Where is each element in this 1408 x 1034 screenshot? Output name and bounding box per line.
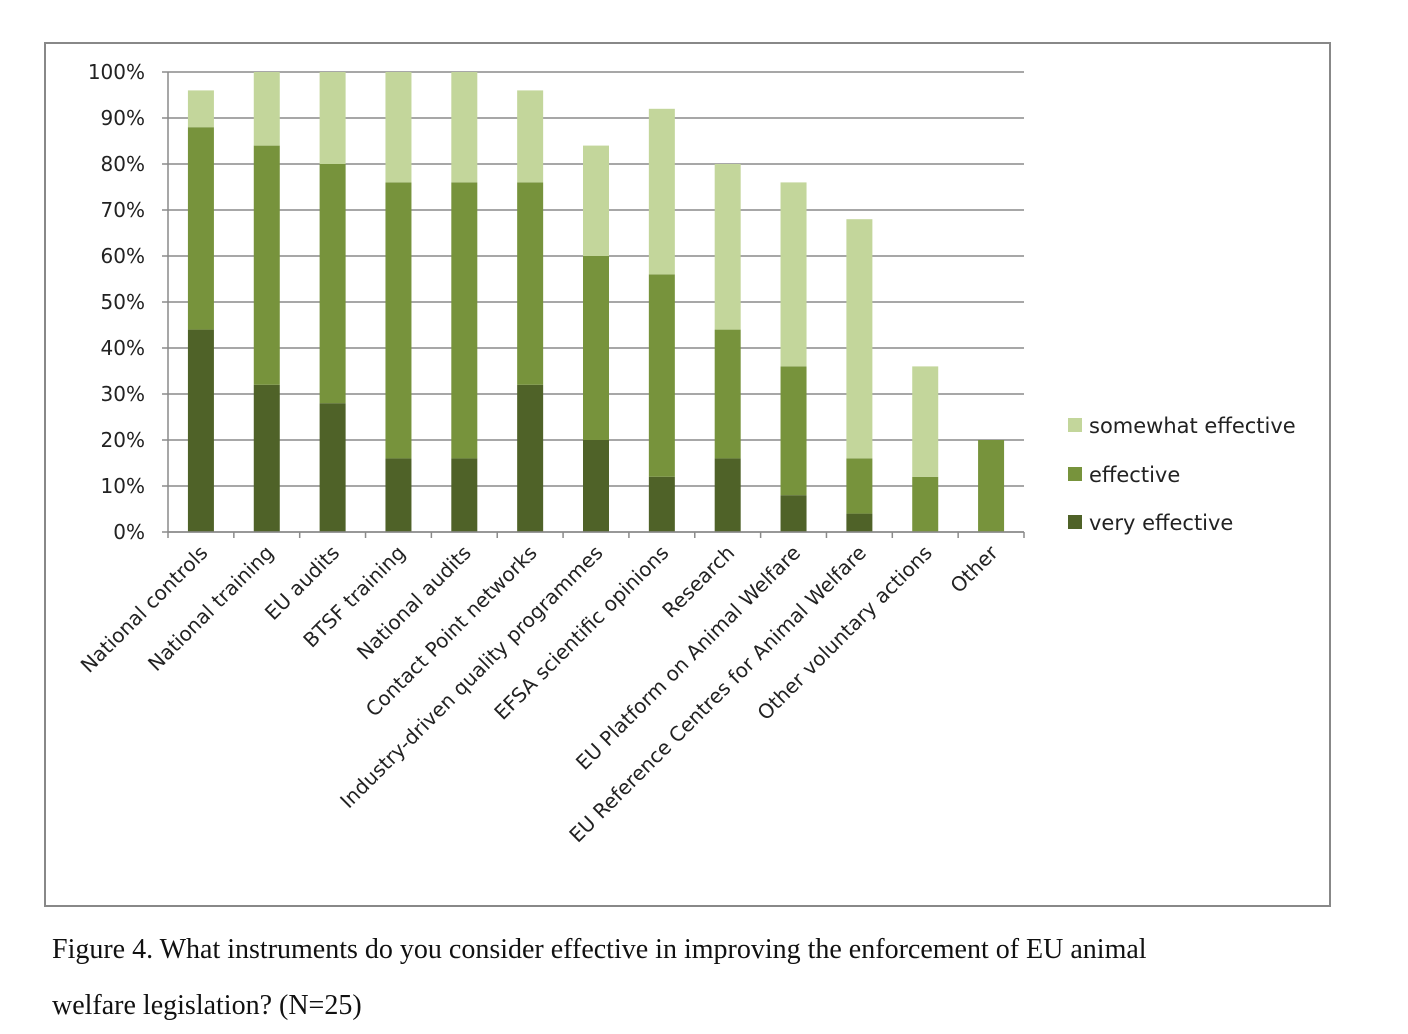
caption-line-1: Figure 4. What instruments do you consid… — [52, 934, 1147, 965]
bar-effective — [517, 182, 544, 385]
figure-caption: Figure 4. What instruments do you consid… — [52, 922, 1352, 1034]
bar-effective — [187, 127, 214, 330]
bar-effective — [846, 458, 873, 514]
bar-very-effective — [583, 440, 609, 532]
bar-very-effective — [846, 513, 873, 532]
y-tick-label: 60% — [101, 244, 145, 268]
y-tick-label: 20% — [101, 428, 145, 452]
bar-somewhat-effective — [517, 90, 544, 183]
y-tick-label: 50% — [101, 290, 145, 314]
bar-very-effective — [319, 403, 346, 532]
bar-very-effective — [253, 384, 280, 532]
bar-very-effective — [648, 476, 675, 532]
legend-swatch — [1068, 418, 1082, 432]
stacked-bar-chart: 0%10%20%30%40%50%60%70%80%90%100%Nationa… — [44, 42, 1331, 907]
bar-somewhat-effective — [714, 164, 741, 330]
bar-very-effective — [187, 329, 214, 532]
y-tick-label: 30% — [101, 382, 145, 406]
y-tick-label: 100% — [88, 60, 145, 84]
bar-somewhat-effective — [319, 72, 346, 164]
bar-effective — [253, 145, 280, 385]
legend-label: very effective — [1089, 511, 1233, 535]
bar-very-effective — [451, 458, 478, 532]
bar-somewhat-effective — [912, 366, 939, 477]
bar-somewhat-effective — [780, 182, 807, 367]
bar-somewhat-effective — [583, 145, 609, 256]
legend-label: effective — [1089, 463, 1180, 487]
bar-very-effective — [517, 384, 544, 532]
bar-effective — [583, 256, 609, 440]
bar-effective — [780, 366, 807, 496]
y-tick-label: 0% — [113, 520, 145, 544]
bar-effective — [912, 476, 939, 532]
bar-very-effective — [385, 458, 412, 532]
bar-somewhat-effective — [187, 90, 214, 128]
y-tick-label: 90% — [101, 106, 145, 130]
bar-somewhat-effective — [253, 72, 280, 146]
bar-effective — [451, 182, 478, 459]
bar-somewhat-effective — [648, 108, 675, 275]
bar-effective — [978, 440, 1005, 532]
bar-effective — [714, 329, 741, 459]
bar-effective — [319, 164, 346, 404]
bar-very-effective — [714, 458, 741, 532]
y-tick-label: 10% — [101, 474, 145, 498]
legend-label: somewhat effective — [1089, 414, 1296, 438]
bar-somewhat-effective — [385, 72, 412, 183]
bar-effective — [648, 274, 675, 477]
y-tick-label: 40% — [101, 336, 145, 360]
bar-effective — [385, 182, 412, 459]
bar-somewhat-effective — [451, 72, 478, 183]
y-tick-label: 70% — [101, 198, 145, 222]
bar-very-effective — [780, 495, 807, 532]
caption-line-2: welfare legislation? (N=25) — [52, 990, 362, 1021]
bar-somewhat-effective — [846, 219, 873, 459]
y-tick-label: 80% — [101, 152, 145, 176]
legend-swatch — [1068, 515, 1082, 529]
legend-swatch — [1068, 467, 1082, 481]
